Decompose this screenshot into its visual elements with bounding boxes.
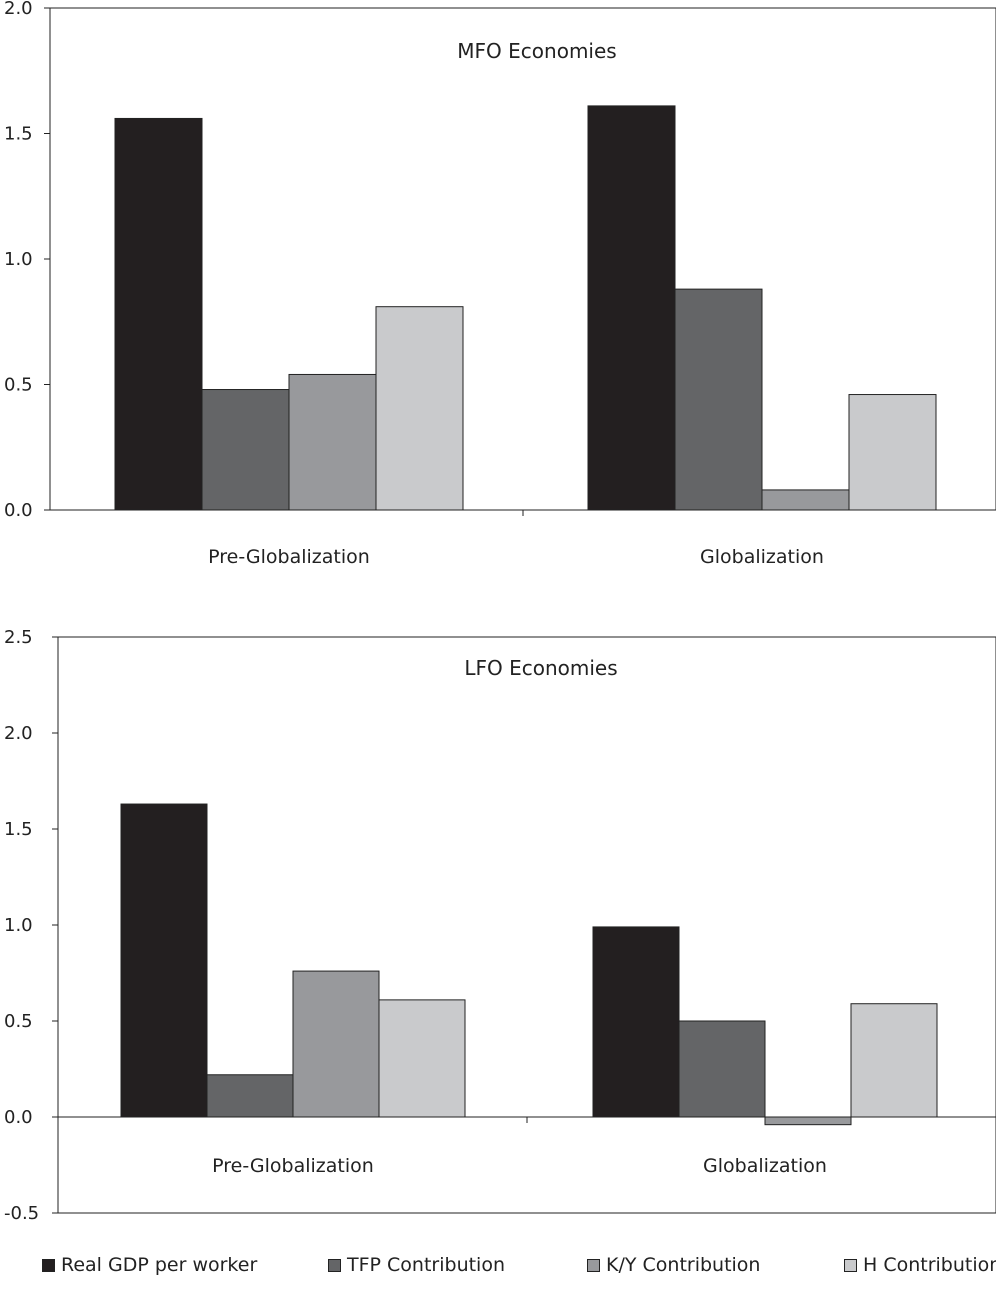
bar bbox=[206, 1074, 294, 1118]
y-tick-label: 2.0 bbox=[4, 0, 33, 19]
legend-item-real-gdp: Real GDP per worker bbox=[42, 1254, 257, 1276]
y-tick-label: 0.5 bbox=[4, 1011, 33, 1032]
legend-swatch bbox=[587, 1258, 600, 1272]
legend: Real GDP per worker TFP Contribution K/Y… bbox=[0, 1246, 996, 1286]
bar bbox=[288, 373, 377, 511]
bar bbox=[848, 394, 937, 511]
legend-label: H Contribution bbox=[863, 1254, 996, 1276]
legend-swatch bbox=[42, 1258, 55, 1272]
y-tick-label: 0.5 bbox=[4, 375, 33, 396]
chart-panel-1: 0.0 0.5 1.0 1.5 2.0 Pre-Globalization Globaliz… bbox=[4, 0, 996, 568]
bar bbox=[375, 306, 464, 511]
legend-swatch bbox=[844, 1258, 857, 1272]
x-category-label: Globalization bbox=[703, 1155, 827, 1177]
legend-item-h: H Contribution bbox=[844, 1254, 996, 1276]
bar bbox=[292, 970, 380, 1118]
y-tick-label: 2.5 bbox=[4, 627, 33, 648]
legend-label: K/Y Contribution bbox=[606, 1254, 761, 1276]
bar bbox=[850, 1003, 938, 1118]
bar bbox=[761, 489, 850, 511]
chart-panel-2: -0.5 0.0 0.5 1.0 1.5 2.0 2.5 Pre-Globalization G… bbox=[4, 627, 996, 1224]
y-tick-label: 1.0 bbox=[4, 915, 33, 936]
y-tick-label: 1.5 bbox=[4, 124, 33, 145]
bar bbox=[114, 117, 203, 511]
bar bbox=[587, 105, 676, 511]
legend-item-tfp: TFP Contribution bbox=[328, 1254, 505, 1276]
bar bbox=[592, 926, 680, 1118]
legend-label: TFP Contribution bbox=[347, 1254, 506, 1276]
bar bbox=[764, 1116, 852, 1126]
bar bbox=[201, 389, 290, 511]
y-tick-label: -0.5 bbox=[4, 1203, 39, 1224]
y-tick-label: 1.0 bbox=[4, 249, 33, 270]
y-tick-label: 0.0 bbox=[4, 500, 33, 521]
bar bbox=[378, 999, 466, 1118]
legend-label: Real GDP per worker bbox=[61, 1254, 258, 1276]
chart-title: MFO Economies bbox=[457, 39, 616, 63]
y-tick-label: 2.0 bbox=[4, 723, 33, 744]
bar bbox=[678, 1020, 766, 1118]
bar bbox=[674, 288, 763, 511]
x-category-label: Globalization bbox=[700, 546, 824, 568]
chart-title: LFO Economies bbox=[464, 656, 617, 680]
bar bbox=[120, 803, 208, 1118]
legend-swatch bbox=[328, 1258, 341, 1272]
legend-item-ky: K/Y Contribution bbox=[587, 1254, 760, 1276]
x-category-label: Pre-Globalization bbox=[212, 1155, 374, 1177]
y-tick-label: 1.5 bbox=[4, 819, 33, 840]
x-category-label: Pre-Globalization bbox=[208, 546, 370, 568]
y-tick-label: 0.0 bbox=[4, 1107, 33, 1128]
